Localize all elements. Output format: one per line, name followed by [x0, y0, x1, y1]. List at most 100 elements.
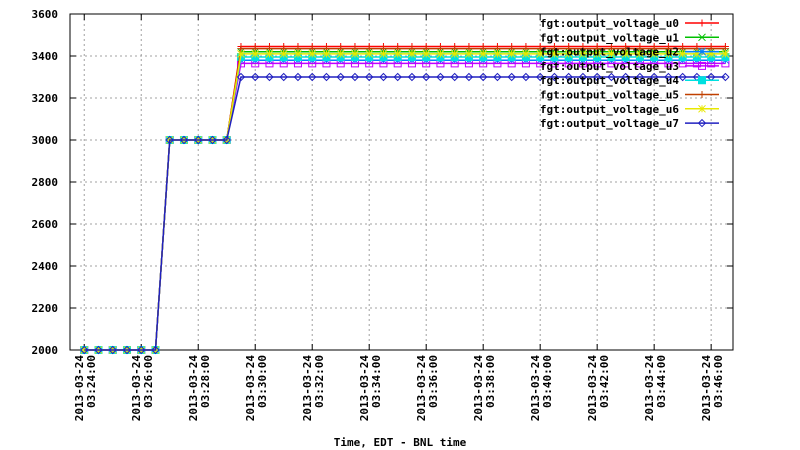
marker: [80, 345, 89, 355]
legend-label: fgt:output_voltage_u1: [540, 31, 679, 44]
marker: [293, 72, 303, 82]
marker: [550, 50, 559, 58]
marker: [122, 345, 132, 355]
marker: [165, 135, 174, 145]
marker: [621, 50, 630, 58]
marker: [522, 50, 530, 58]
marker: [108, 345, 117, 355]
marker: [693, 50, 701, 58]
marker: [265, 72, 274, 82]
marker: [308, 50, 317, 58]
marker: [294, 50, 302, 58]
y-tick-label: 3400: [32, 50, 59, 63]
marker: [578, 72, 588, 82]
marker: [464, 72, 474, 82]
marker: [336, 50, 345, 58]
marker: [564, 72, 573, 82]
marker: [379, 50, 388, 58]
marker: [664, 72, 673, 82]
marker: [507, 50, 516, 58]
marker: [422, 50, 431, 58]
marker: [322, 72, 331, 82]
series-line: [84, 76, 726, 351]
marker: [698, 76, 706, 85]
marker: [350, 72, 360, 82]
marker: [507, 72, 516, 82]
marker: [94, 345, 103, 355]
marker: [697, 118, 707, 128]
marker: [336, 72, 345, 82]
marker: [251, 72, 260, 82]
y-tick-label: 3600: [32, 8, 59, 21]
marker: [479, 50, 488, 58]
marker: [478, 72, 488, 82]
marker: [450, 50, 459, 58]
marker: [650, 50, 659, 58]
marker: [179, 135, 189, 145]
legend-label: fgt:output_voltage_u2: [540, 46, 679, 59]
x-tick-label: 2013-03-2403:32:00: [301, 355, 326, 422]
x-tick-label: 2013-03-2403:28:00: [187, 355, 212, 422]
x-tick-label: 2013-03-2403:34:00: [358, 355, 383, 422]
legend-label: fgt:output_voltage_u6: [540, 103, 679, 116]
marker: [365, 50, 374, 58]
x-tick-label: 2013-03-2403:44:00: [643, 355, 668, 422]
marker: [535, 72, 545, 82]
legend-label: fgt:output_voltage_u5: [540, 89, 679, 102]
marker: [607, 50, 616, 58]
marker: [636, 50, 644, 58]
marker: [194, 135, 203, 145]
x-tick-label: 2013-03-2403:40:00: [529, 355, 554, 422]
marker: [698, 104, 706, 113]
marker: [436, 72, 445, 82]
marker: [536, 50, 545, 58]
marker: [265, 50, 274, 58]
x-tick-label: 2013-03-2403:46:00: [700, 355, 725, 422]
x-tick-label: 2013-03-2403:24:00: [73, 355, 98, 422]
marker: [137, 345, 146, 355]
marker: [393, 50, 402, 58]
marker: [698, 91, 706, 98]
y-tick-label: 3200: [32, 92, 59, 105]
x-tick-label: 2013-03-2403:36:00: [415, 355, 440, 422]
marker: [593, 50, 602, 58]
marker: [408, 50, 416, 58]
marker: [621, 72, 630, 82]
y-tick-label: 2800: [32, 176, 59, 189]
marker: [151, 345, 160, 355]
marker: [635, 72, 645, 82]
marker: [493, 50, 502, 58]
marker: [721, 50, 730, 58]
marker: [550, 72, 559, 82]
marker: [393, 72, 402, 82]
marker: [421, 72, 431, 82]
marker: [308, 72, 317, 82]
marker: [364, 72, 374, 82]
marker: [322, 50, 331, 58]
x-tick-label: 2013-03-2403:30:00: [244, 355, 269, 422]
marker: [579, 50, 587, 58]
marker: [521, 72, 531, 82]
marker: [379, 72, 388, 82]
x-tick-label: 2013-03-2403:42:00: [586, 355, 611, 422]
marker: [279, 50, 288, 58]
legend-label: fgt:output_voltage_u7: [540, 117, 679, 130]
x-tick-label: 2013-03-2403:38:00: [472, 355, 497, 422]
y-tick-label: 2400: [32, 260, 59, 273]
marker: [436, 50, 445, 58]
marker: [80, 346, 89, 354]
marker: [208, 135, 217, 145]
marker: [678, 72, 687, 82]
marker: [698, 47, 706, 56]
y-tick-label: 3000: [32, 134, 59, 147]
marker: [407, 72, 417, 82]
marker: [664, 50, 673, 58]
marker: [236, 72, 246, 82]
marker: [465, 50, 473, 58]
marker: [251, 50, 260, 58]
marker: [450, 72, 459, 82]
x-tick-label: 2013-03-2403:26:00: [130, 355, 155, 422]
marker: [237, 50, 245, 58]
